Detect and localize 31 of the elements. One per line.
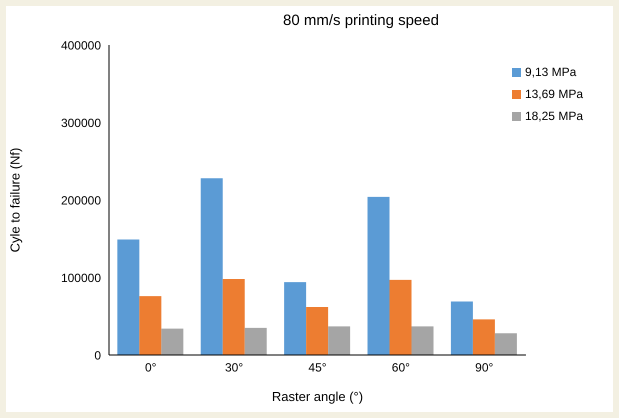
legend-label: 9,13 MPa (524, 65, 576, 79)
legend-label: 13,69 MPa (524, 87, 583, 101)
x-tick-label: 45° (308, 360, 327, 375)
bar (222, 279, 245, 355)
y-tick-label: 200000 (60, 193, 102, 208)
chart-title: 80 mm/s printing speed (282, 12, 440, 29)
bar (450, 302, 473, 355)
bar (284, 282, 306, 355)
bar (244, 328, 267, 355)
bar (117, 240, 140, 355)
x-tick-label: 60° (392, 360, 410, 375)
bar (328, 326, 350, 355)
bar (390, 280, 412, 355)
bar (306, 306, 328, 355)
y-tick-label: 300000 (60, 116, 102, 130)
x-tick-label: 0° (144, 360, 157, 375)
bar (139, 296, 162, 355)
bar (472, 319, 495, 355)
y-tick-label: 100000 (60, 270, 102, 285)
y-axis-title: Cyle to failure (Nf) (8, 148, 23, 252)
x-axis-title: Raster angle (°) (272, 389, 364, 404)
bar (368, 196, 390, 355)
x-tick-label: 30° (225, 360, 244, 375)
x-tick-label: 90° (475, 360, 494, 375)
bar (200, 178, 223, 355)
y-tick-label: 0 (94, 348, 102, 362)
bar (161, 328, 184, 355)
legend-label: 18,25 MPa (524, 109, 583, 123)
y-tick-label: 400000 (60, 38, 102, 52)
bar (412, 326, 434, 355)
bar (494, 333, 517, 355)
